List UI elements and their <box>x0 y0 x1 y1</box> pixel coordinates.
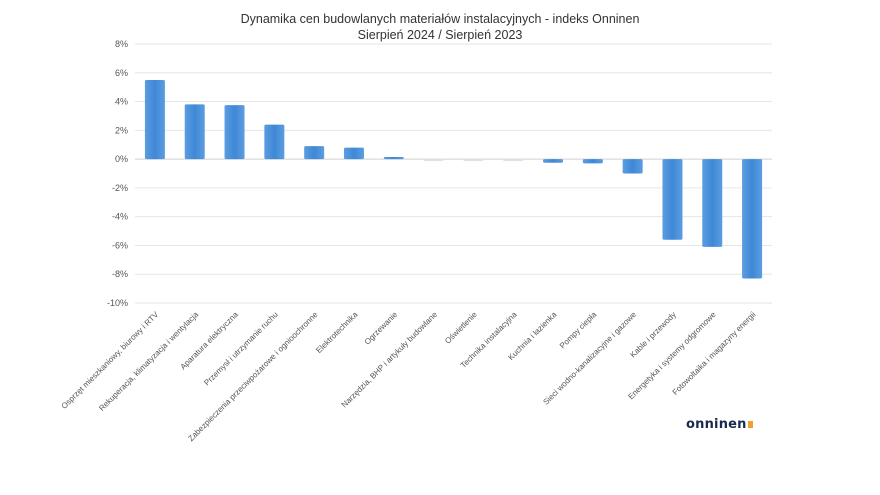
x-tick-label: Elektrotechnika <box>314 310 359 355</box>
chart-subtitle: Sierpień 2024 / Sierpień 2023 <box>357 28 523 42</box>
x-tick-label: Ogrzewanie <box>363 310 400 347</box>
y-tick-label: -8% <box>112 269 128 279</box>
bar <box>662 159 683 240</box>
y-tick-label: -2% <box>112 183 128 193</box>
bar <box>503 159 524 162</box>
bar <box>702 159 723 247</box>
bar <box>383 156 404 160</box>
x-tick-label: Pompy ciepła <box>558 310 599 351</box>
bar <box>264 124 285 160</box>
y-tick-label: -10% <box>107 298 128 308</box>
chart-title: Dynamika cen budowlanych materiałów inst… <box>0 11 880 43</box>
y-tick-label: 4% <box>115 97 128 107</box>
bar <box>742 159 763 279</box>
x-tick-label: Oświetlenie <box>443 310 479 346</box>
bar <box>343 147 364 160</box>
bar <box>304 146 325 160</box>
bar <box>463 159 484 162</box>
chart-title-text: Dynamika cen budowlanych materiałów inst… <box>240 12 640 26</box>
bar <box>582 159 603 164</box>
y-tick-label: 8% <box>115 39 128 49</box>
y-tick-label: 6% <box>115 68 128 78</box>
bar <box>224 105 245 160</box>
bar <box>184 104 205 160</box>
logo-text: onninen <box>686 417 747 432</box>
y-tick-label: 2% <box>115 125 128 135</box>
x-tick-label: Przemysł i utrzymanie ruchu <box>202 310 279 387</box>
bar <box>423 159 444 162</box>
y-tick-label: 0% <box>115 154 128 164</box>
x-tick-label: Fotowoltaika i magazyny energii <box>671 310 758 397</box>
bar <box>543 159 564 163</box>
bar <box>622 159 643 174</box>
onninen-logo: onninen <box>686 417 753 432</box>
y-tick-label: -6% <box>112 240 128 250</box>
y-tick-label: -4% <box>112 212 128 222</box>
bar <box>144 79 165 160</box>
